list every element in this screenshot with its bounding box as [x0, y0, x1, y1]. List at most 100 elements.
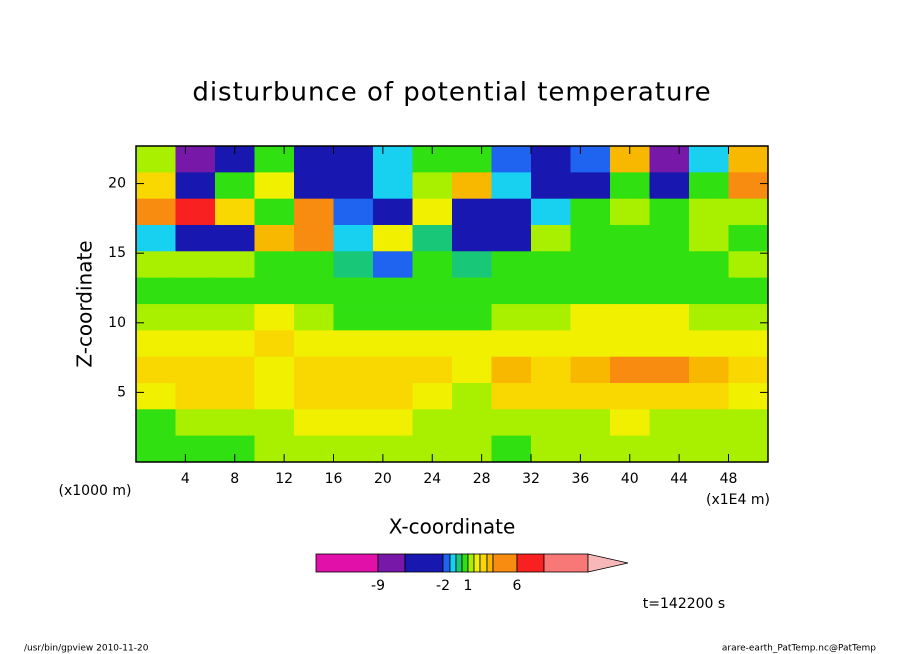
field-cell	[689, 251, 729, 279]
field-cell	[649, 330, 690, 358]
field-cell	[333, 146, 374, 173]
field-cell	[610, 224, 650, 252]
field-cell	[728, 435, 769, 463]
colorbar-over	[587, 553, 629, 573]
field-cell	[175, 382, 216, 410]
field-cell	[254, 251, 295, 279]
field-cell	[254, 224, 295, 252]
field-cell	[215, 356, 255, 384]
field-cell	[175, 146, 216, 173]
field-cell	[689, 304, 729, 331]
field-cell	[333, 251, 374, 279]
field-cell	[215, 251, 255, 279]
field-cell	[412, 224, 453, 252]
x-unit-left: (x1000 m)	[59, 483, 132, 499]
field-cell	[689, 146, 729, 173]
field-cell	[728, 382, 769, 410]
field-cell	[175, 304, 216, 331]
x-axis-label: X-coordinate	[389, 515, 516, 539]
field-cell	[452, 251, 492, 279]
field-cell	[689, 224, 729, 252]
colorbar-tick-label: -9	[371, 578, 385, 594]
field-cell	[333, 409, 374, 437]
field-cell	[294, 304, 334, 331]
field-cell	[175, 330, 216, 358]
x-tick-label: 32	[522, 471, 540, 487]
field-cell	[175, 172, 216, 200]
colorbar-tick-label: -2	[436, 578, 450, 594]
field-cell	[333, 330, 374, 358]
field-cell	[175, 251, 216, 279]
x-tick-label: 16	[325, 471, 343, 487]
field-cell	[728, 146, 769, 173]
field-cell	[531, 277, 571, 305]
colorbar-segment	[473, 553, 481, 573]
field-cell	[610, 304, 650, 331]
field-cell	[175, 198, 216, 226]
plot-frame	[135, 145, 769, 463]
field-cell	[491, 330, 532, 358]
x-tick-label: 48	[720, 471, 738, 487]
field-cell	[373, 409, 413, 437]
field-cell	[294, 330, 334, 358]
field-cell	[452, 356, 492, 384]
field-cell	[215, 224, 255, 252]
field-cell	[452, 382, 492, 410]
field-cell	[175, 409, 216, 437]
field-cell	[728, 198, 769, 226]
field-cell	[215, 172, 255, 200]
field-cell	[728, 277, 769, 305]
field-cell	[373, 251, 413, 279]
field-cell	[728, 224, 769, 252]
field-cell	[136, 382, 176, 410]
field-cell	[136, 435, 176, 463]
field-cell	[689, 330, 729, 358]
field-cell	[570, 409, 611, 437]
field-cell	[570, 172, 611, 200]
field-cell	[728, 304, 769, 331]
field-cell	[452, 277, 492, 305]
field-cell	[610, 277, 650, 305]
field-cell	[610, 251, 650, 279]
field-cell	[412, 198, 453, 226]
y-tick-label: 15	[108, 245, 126, 261]
field-cell	[491, 224, 532, 252]
colorbar-segment	[543, 553, 589, 573]
field-cell	[570, 304, 611, 331]
x-tick-label: 24	[423, 471, 441, 487]
field-cell	[649, 172, 690, 200]
chart-title: disturbunce of potential temperature	[192, 78, 711, 108]
field-cell	[215, 382, 255, 410]
field-cell	[373, 146, 413, 173]
field-cell	[728, 172, 769, 200]
field-cell	[570, 356, 611, 384]
x-tick-label: 44	[670, 471, 688, 487]
field-cell	[531, 198, 571, 226]
field-cell	[649, 277, 690, 305]
field-cell	[491, 382, 532, 410]
field-cell	[452, 435, 492, 463]
field-cell	[491, 304, 532, 331]
field-cell	[491, 409, 532, 437]
field-cell	[136, 356, 176, 384]
colorbar-tick-label: 6	[513, 578, 522, 594]
field-cell	[649, 409, 690, 437]
field-cell	[254, 304, 295, 331]
field-cell	[136, 198, 176, 226]
field-cell	[294, 146, 334, 173]
field-cell	[728, 251, 769, 279]
field-cell	[373, 435, 413, 463]
field-cell	[373, 356, 413, 384]
field-cell	[610, 198, 650, 226]
field-cell	[491, 277, 532, 305]
colorbar-segment	[492, 553, 518, 573]
field-cell	[373, 224, 413, 252]
y-tick-label: 10	[108, 315, 126, 331]
footer-left: /usr/bin/gpview 2010-11-20	[24, 644, 149, 654]
field-cell	[570, 330, 611, 358]
field-cell	[412, 356, 453, 384]
field-cell	[373, 198, 413, 226]
field-cell	[531, 382, 571, 410]
field-cell	[491, 435, 532, 463]
field-cell	[531, 409, 571, 437]
